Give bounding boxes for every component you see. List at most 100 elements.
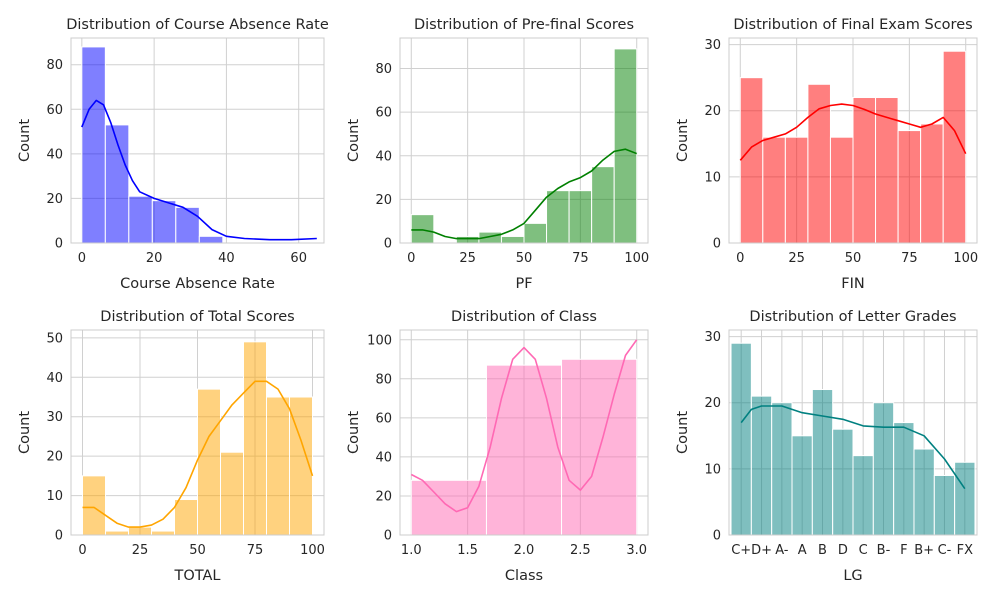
y-tick-label: 20	[375, 489, 392, 504]
plot-frame	[70, 329, 325, 536]
y-tick-label: 20	[46, 450, 63, 465]
histogram-bar	[811, 389, 834, 536]
histogram-bar	[128, 526, 152, 536]
histogram-bar	[933, 474, 956, 536]
kde-line	[411, 148, 637, 240]
x-tick-label: D+	[751, 543, 772, 558]
x-axis-label: FIN	[841, 276, 864, 292]
histogram-bar	[771, 402, 793, 536]
bars	[410, 48, 638, 244]
x-tick-label: 75	[247, 543, 264, 558]
y-axis-label: Count	[17, 119, 33, 162]
chart-title: Distribution of Class	[451, 309, 597, 325]
histogram-bar	[105, 530, 129, 536]
x-tick-label: 25	[132, 543, 149, 558]
histogram-bar	[954, 461, 976, 536]
histogram-bar	[832, 428, 854, 536]
subplot-1: 0 20 40 60 0 20 40 60 80 Distribution of Course A…	[17, 17, 329, 292]
histogram-bar	[410, 214, 435, 244]
y-tick-label: 0	[55, 529, 63, 544]
histogram-bar	[151, 530, 175, 536]
x-tick-label: 50	[516, 251, 533, 266]
kde-line	[82, 380, 314, 528]
histogram-bar	[266, 396, 290, 536]
x-tick-label: B+	[914, 543, 934, 558]
x-tick-label: 0	[407, 251, 415, 266]
x-tick-label: 50	[845, 251, 862, 266]
y-tick-label: 40	[46, 147, 63, 162]
histogram-bar	[829, 136, 854, 244]
y-tick-label: 0	[713, 529, 721, 544]
x-tick-label: 50	[189, 543, 206, 558]
y-tick-label: 0	[713, 237, 721, 252]
x-tick-label: 100	[300, 543, 325, 558]
chart-title: Distribution of Total Scores	[100, 309, 294, 325]
histogram-bar	[197, 388, 221, 536]
x-tick-label: 0	[78, 543, 86, 558]
x-tick-label: 25	[788, 251, 805, 266]
histogram-bar	[546, 190, 570, 244]
y-tick-label: 60	[375, 411, 392, 426]
x-tick-label: 40	[218, 251, 235, 266]
kde-line	[739, 103, 967, 161]
histogram-bar	[852, 97, 877, 244]
kde-line	[410, 339, 638, 513]
x-tick-label: 2.0	[514, 543, 535, 558]
histogram-bar	[243, 341, 267, 536]
histogram-bar	[198, 235, 224, 244]
y-tick-label: 30	[704, 330, 721, 345]
x-tick-label: A-	[775, 543, 789, 558]
y-tick-label: 10	[704, 462, 721, 477]
subplot-4: 0 25 50 75 100 0 10 20 30 40 50 Distribution of Tot…	[17, 309, 325, 584]
y-tick-label: 20	[375, 193, 392, 208]
histogram-bar	[174, 499, 198, 536]
y-tick-label: 10	[704, 170, 721, 185]
y-tick-label: 60	[46, 103, 63, 118]
y-tick-label: 20	[704, 104, 721, 119]
y-tick-label: 0	[384, 529, 392, 544]
histogram-bar	[81, 46, 106, 244]
histogram-bar	[220, 451, 244, 536]
plot-frame	[399, 37, 649, 244]
x-tick-label: F	[900, 543, 907, 558]
chart-title: Distribution of Pre-final Scores	[414, 17, 634, 33]
y-axis-label: Count	[675, 119, 691, 162]
histogram-bar	[568, 190, 593, 244]
kde-line	[81, 99, 317, 241]
x-tick-label: FX	[957, 543, 973, 558]
x-tick-label: B-	[877, 543, 891, 558]
histogram-bar	[128, 195, 153, 244]
plot-frame	[70, 37, 325, 244]
x-axis-label: TOTAL	[174, 568, 221, 584]
chart-title: Distribution of Final Exam Scores	[733, 17, 972, 33]
histogram-bar	[175, 206, 200, 244]
bars	[739, 50, 967, 244]
histogram-bar	[591, 166, 615, 244]
chart-title: Distribution of Letter Grades	[749, 309, 956, 325]
histogram-bar	[455, 235, 480, 244]
x-axis-label: Course Absence Rate	[120, 276, 275, 292]
x-tick-label: 0	[736, 251, 744, 266]
y-axis-label: Count	[346, 411, 362, 454]
histogram-bar	[730, 342, 752, 536]
x-tick-label: 20	[146, 251, 163, 266]
histogram-bar	[893, 422, 915, 536]
subplot-5: 1.0 1.5 2.0 2.5 3.0 0 20 40 60 80 100 Distribution …	[346, 309, 649, 584]
chart-title: Distribution of Course Absence Rate	[66, 17, 329, 33]
plot-frame	[399, 329, 649, 536]
y-tick-label: 30	[46, 410, 63, 425]
histogram-bar	[561, 358, 638, 536]
kde-line	[740, 405, 966, 490]
y-tick-label: 80	[375, 372, 392, 387]
histogram-bar	[784, 136, 809, 244]
plot-frame	[728, 329, 978, 536]
histogram-bar	[920, 123, 944, 244]
y-tick-label: 10	[46, 489, 63, 504]
y-tick-label: 60	[375, 106, 392, 121]
y-tick-label: 20	[46, 192, 63, 207]
x-tick-label: B	[818, 543, 827, 558]
histogram-bar	[852, 455, 874, 536]
y-tick-label: 40	[375, 450, 392, 465]
x-tick-label: 25	[459, 251, 476, 266]
